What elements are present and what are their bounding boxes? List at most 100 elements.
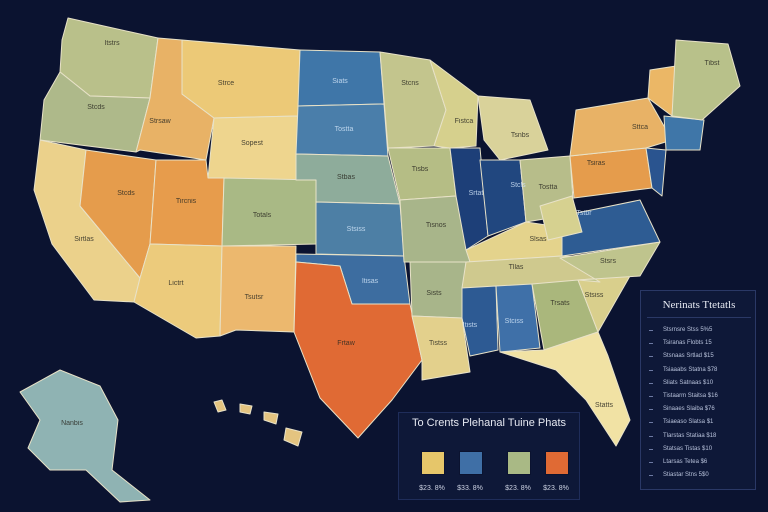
row-tick (649, 448, 653, 450)
state-new-jersey[interactable] (645, 147, 667, 197)
side-panel-row: Statsas Tistas $10 (663, 445, 713, 452)
state-label: Totals (252, 212, 272, 219)
side-legend-panel: Nerinats Ttetatls Stsrnsre Stss 5%5 Tsira… (640, 290, 756, 490)
state-label: Statts (595, 402, 613, 409)
row-tick (649, 343, 653, 345)
state-label: Sopest (241, 140, 263, 147)
state-label: Tllas (508, 264, 524, 271)
side-panel-row: Ltarsas Tetea $6 (663, 459, 708, 465)
state-indiana[interactable] (479, 159, 527, 237)
state-pennsylvania[interactable] (569, 147, 653, 199)
state-label: Tostta (334, 126, 354, 133)
state-label: Stsrs (600, 258, 616, 265)
state-label: Sirtlas (74, 236, 94, 243)
state-label: Stbas (337, 174, 355, 181)
state-label: Trsats (550, 300, 570, 307)
state-label: Tsnbs (510, 132, 530, 139)
state-maine[interactable] (671, 39, 741, 121)
state-label: Tisnos (425, 222, 447, 229)
legend-title: To Crents Plehanal Tuine Phats (411, 417, 567, 429)
state-wyoming[interactable] (207, 115, 299, 181)
state-montana[interactable] (181, 39, 301, 119)
state-michigan[interactable] (477, 95, 549, 161)
state-west-virginia[interactable] (539, 195, 583, 241)
side-panel-row: Stsnaas Srtlad $15 (663, 353, 714, 360)
state-label: Tostta (538, 184, 558, 191)
row-tick (649, 462, 653, 463)
side-panel-row: Tlarstas Statiaa $18 (663, 432, 717, 439)
legend-label: $33. 8% (457, 485, 483, 492)
side-panel-row: Stiastar Stns 5$0 (663, 472, 709, 479)
legend: To Crents Plehanal Tuine Phats $23. 8% $… (398, 412, 580, 500)
state-label: Frtaw (337, 340, 355, 347)
row-tick (649, 369, 653, 371)
state-label: Sists (426, 290, 442, 297)
row-tick (649, 422, 653, 424)
state-label: Strsaw (149, 118, 171, 125)
state-label: Stsiss (346, 226, 366, 233)
row-tick (649, 435, 653, 437)
state-florida[interactable] (499, 331, 631, 447)
state-hawaii-2[interactable] (239, 403, 253, 415)
row-tick (649, 356, 653, 358)
state-label: Strce (217, 80, 235, 87)
divider (647, 317, 751, 318)
side-panel-row: Tsiaeaso Slatsa $1 (663, 419, 714, 426)
side-panel-title: Nerinats Ttetatls (662, 299, 736, 311)
state-label: Tstbr (576, 210, 592, 217)
state-new-england[interactable] (663, 115, 705, 151)
legend-swatch (459, 451, 483, 475)
row-tick (649, 396, 653, 397)
state-label: Tibst (704, 60, 720, 67)
state-label: Itists (462, 322, 478, 329)
state-label: Nanbis (61, 420, 83, 427)
side-panel-row: Stsrnsre Stss 5%5 (663, 327, 713, 333)
state-alabama[interactable] (495, 283, 541, 353)
legend-label: $23. 8% (419, 485, 445, 492)
state-label: Lictrt (168, 280, 184, 287)
state-label: Tisbs (411, 166, 429, 173)
state-label: Sttca (632, 124, 648, 131)
row-tick (649, 382, 653, 384)
state-label: Tsiras (586, 160, 606, 167)
state-new-mexico[interactable] (219, 245, 297, 337)
state-label: Srtat (468, 190, 484, 197)
legend-swatch (421, 451, 445, 475)
row-tick (649, 409, 653, 411)
row-tick (649, 330, 653, 331)
state-label: Itstrs (104, 40, 120, 47)
state-hawaii-1[interactable] (213, 399, 227, 413)
side-panel-row: Sliats Satnaas $10 (663, 379, 714, 386)
state-illinois[interactable] (449, 147, 489, 251)
state-mississippi[interactable] (461, 285, 499, 357)
state-hawaii-4[interactable] (283, 427, 303, 447)
state-label: Tsutsr (244, 294, 264, 301)
state-new-york[interactable] (569, 97, 673, 157)
legend-label: $23. 8% (505, 485, 531, 492)
legend-swatch (507, 451, 531, 475)
side-panel-row: Tsiranas Flobts 15 (663, 340, 712, 347)
state-iowa[interactable] (387, 147, 457, 201)
state-arizona[interactable] (133, 243, 223, 339)
row-tick (649, 475, 653, 477)
side-panel-row: Sinaaes Slaiba $76 (663, 406, 715, 413)
state-label: Stcls (510, 182, 526, 189)
state-label: Stcds (117, 190, 135, 197)
state-label: Slsas (529, 236, 547, 243)
state-label: Stcns (401, 80, 419, 87)
state-hawaii-3[interactable] (263, 411, 279, 425)
state-label: Siats (332, 78, 348, 85)
state-label: Tistss (428, 340, 448, 347)
side-panel-row: Tsiaaabs Statna $78 (663, 366, 718, 373)
state-label: Fistca (454, 118, 474, 125)
legend-label: $23. 8% (543, 485, 569, 492)
state-texas[interactable] (293, 261, 423, 439)
state-louisiana[interactable] (411, 315, 471, 381)
state-label: Stciss (504, 318, 524, 325)
state-alaska[interactable] (19, 369, 151, 503)
legend-swatch (545, 451, 569, 475)
state-label: Tircnis (175, 198, 197, 205)
side-panel-row: Tistaarm Staitsa $16 (663, 393, 718, 399)
state-virginia[interactable] (561, 199, 661, 257)
